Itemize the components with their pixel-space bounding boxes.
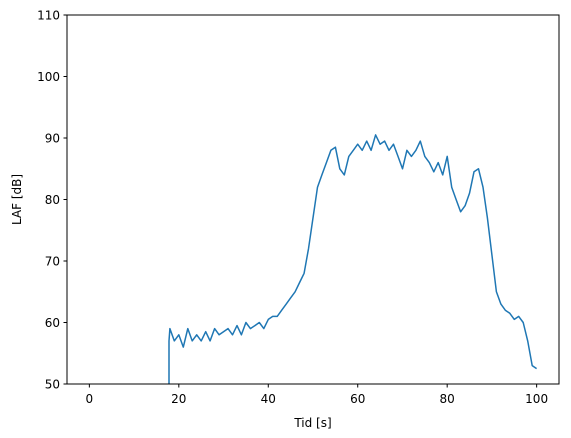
x-tick-label: 40 — [261, 392, 276, 406]
x-tick-label: 80 — [440, 392, 455, 406]
y-tick-label: 110 — [37, 9, 60, 23]
y-tick-label: 60 — [45, 316, 60, 330]
y-axis-ticks: 50 60 70 80 90 100 110 — [37, 9, 67, 392]
plot-frame — [66, 14, 560, 385]
x-axis-ticks: 0 20 40 60 80 100 — [86, 384, 548, 406]
y-axis-label: LAF [dB] — [10, 174, 24, 225]
y-tick-label: 50 — [45, 378, 60, 392]
y-tick-label: 70 — [45, 255, 60, 269]
y-tick-label: 80 — [45, 193, 60, 207]
x-tick-label: 20 — [171, 392, 186, 406]
x-tick-label: 0 — [86, 392, 94, 406]
x-tick-label: 60 — [350, 392, 365, 406]
y-tick-label: 100 — [37, 70, 60, 84]
series-line — [168, 134, 538, 384]
x-tick-label: 100 — [525, 392, 548, 406]
y-tick-label: 90 — [45, 132, 60, 146]
x-axis-label: Tid [s] — [293, 416, 331, 430]
